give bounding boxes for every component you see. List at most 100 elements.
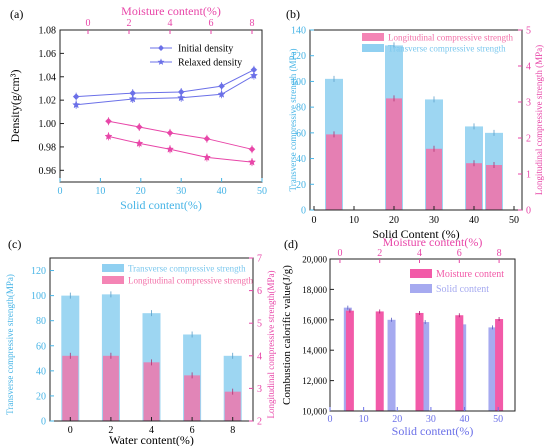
panel-b-bar-longitudinal	[426, 148, 442, 210]
panel-d-ytick-label: 10,000	[302, 407, 327, 417]
panel-c-xtick-label: 6	[190, 425, 195, 436]
panel-a-data-point	[249, 71, 258, 80]
panel-b-legend-swatch	[362, 33, 384, 41]
panel-c-ytick-label: 120	[31, 266, 46, 277]
panel-a-ytick-label: 0.98	[39, 142, 57, 153]
panel-d-ytick-label: 14,000	[302, 346, 327, 356]
panel-a-ytick-label: 1.02	[39, 96, 57, 107]
panel-b-y2-axis-title: Longitudinal compressive strength (MPa)	[534, 45, 544, 195]
panel-c-y2tick-label: 4	[257, 351, 262, 362]
panel-a-y-axis-title: Density(g/cm³)	[8, 70, 22, 143]
panel-b-xtick-label: 40	[469, 215, 479, 226]
panel-c-bar-longitudinal	[224, 391, 241, 421]
panel-b-ytick-label: 20	[296, 180, 306, 191]
panel-d-legend-text: Moisture content	[436, 269, 504, 280]
panel-a-data-point	[105, 117, 112, 125]
panel-a-series-line-2	[108, 120, 253, 150]
panel-d-x2tick-label: 6	[457, 248, 462, 259]
panel-c-ytick-label: 40	[36, 366, 46, 377]
panel-b-legend-swatch	[362, 44, 384, 52]
panel-c-legend-swatch	[102, 264, 124, 272]
panel-d-bar-moisture	[415, 312, 424, 411]
panel-a-data-point	[72, 93, 80, 100]
panel-b-y-axis-title: Transverse compressive strength (MPa)	[288, 49, 298, 192]
panel-c-y2tick-label: 2	[257, 417, 262, 428]
panel-c-bar-longitudinal	[143, 362, 160, 421]
panel-b-x-axis-title: Solid Content (%)	[372, 227, 459, 241]
panel-c-xtick-label: 8	[230, 425, 235, 436]
panel-b-legend-text: Longitudinal compressive strength	[388, 33, 513, 43]
panel-b-bar-longitudinal	[326, 134, 342, 210]
panel-b-frame	[309, 29, 523, 211]
panel-a-ytick-label: 1.08	[39, 26, 57, 37]
panel-d-ytick-label: 20,000	[302, 255, 327, 265]
panel-a-legend-marker	[157, 58, 165, 65]
panel-c-ytick-label: 100	[31, 291, 46, 302]
panel-c-bar-longitudinal	[102, 355, 119, 421]
panel-c-y2tick-label: 3	[257, 384, 262, 395]
panel-a-data-point	[104, 132, 113, 140]
panel-a-data-point	[248, 145, 256, 153]
panel-c-ytick-label: 0	[41, 417, 46, 428]
panel-a-x2tick-label: 6	[209, 18, 214, 29]
panel-d-xtick-label: 20	[392, 414, 402, 425]
panel-c-y2-axis-title: Longitudinal compressive strength(MPa)	[266, 271, 276, 419]
panel-a-data-point	[177, 93, 186, 102]
panel-a-series-line-3	[108, 135, 253, 163]
panel-b-y2tick-label: 4	[526, 62, 531, 73]
panel-a-ytick-label: 1.00	[39, 119, 57, 130]
panel-d: (d) 10,000 12,000 14,000 16,000 18,000 20,000…	[281, 235, 516, 438]
panel-b-label: (b)	[286, 7, 300, 21]
panel-b-y2tick-label: 2	[526, 134, 531, 145]
panel-d-xtick-label: 0	[328, 414, 333, 425]
panel-d-bar-moisture	[345, 310, 354, 411]
panel-a-data-point	[247, 157, 257, 166]
panel-c-y2tick-label: 7	[257, 254, 262, 265]
panel-a: (a) 0.960.981.001.021.041.061.080 10 20 30 4…	[8, 4, 267, 212]
panel-a-label: (a)	[10, 7, 23, 21]
panel-a-data-point	[218, 82, 225, 90]
panel-d-bar-solid	[488, 327, 497, 411]
panel-d-legend-swatch	[410, 284, 432, 293]
panel-a-data-point	[128, 94, 137, 103]
panel-d-frame	[329, 258, 516, 412]
panel-d-ytick-label: 18,000	[302, 285, 327, 295]
panel-a-xtick-label: 50	[257, 186, 267, 197]
panel-a-frame	[59, 29, 263, 183]
panel-d-bar-moisture	[375, 311, 384, 411]
panel-b-ytick-label: 0	[301, 206, 306, 217]
panel-b-ytick-label: 60	[296, 128, 306, 139]
panel-a-x2-axis-title: Moisture content(%)	[121, 4, 221, 18]
panel-b-legend-text: Transverse compressive strength	[388, 44, 506, 54]
panel-a-x-axis-title: Solid content(%)	[120, 198, 202, 212]
panel-c-xtick-label: 0	[68, 425, 73, 436]
panel-d-x2tick-label: 4	[417, 248, 422, 259]
panel-a-series-line-1	[76, 75, 255, 106]
panel-d-bar-solid	[421, 322, 430, 411]
panel-c: (c) 0 20 40 60 80 100 120 2 3 4 5 6 7 0 2 4 6 8 Water cont…	[5, 237, 276, 446]
panel-a-xtick-label: 30	[176, 186, 186, 197]
panel-a-xtick-label: 10	[95, 186, 105, 197]
panel-c-ytick-label: 60	[36, 341, 46, 352]
panel-a-x2tick-label: 8	[250, 18, 255, 29]
panel-b-bar-longitudinal	[386, 98, 402, 210]
panel-a-data-point	[217, 90, 226, 98]
panel-c-ytick-label: 20	[36, 391, 46, 402]
panel-c-x-axis-title: Water content(%)	[109, 433, 194, 446]
panel-d-label: (d)	[284, 237, 298, 251]
panel-d-y-axis-title: Combustion calorific value(J/g)	[281, 265, 293, 405]
panel-a-ytick-label: 0.96	[39, 166, 57, 177]
panel-a-legend-marker	[158, 45, 164, 51]
panel-a-data-point	[165, 145, 175, 153]
panel-b-xtick-label: 50	[509, 215, 519, 226]
panel-d-ytick-label: 12,000	[302, 376, 327, 386]
panel-b-y2tick-label: 3	[526, 98, 531, 109]
panel-b-xtick-label: 0	[312, 215, 317, 226]
panel-c-y2tick-label: 6	[257, 286, 262, 297]
panel-a-ytick-label: 1.06	[39, 49, 57, 60]
panel-a-series-line-0	[76, 69, 255, 98]
panel-a-data-point	[166, 129, 174, 137]
panel-d-bar-moisture	[455, 315, 464, 411]
